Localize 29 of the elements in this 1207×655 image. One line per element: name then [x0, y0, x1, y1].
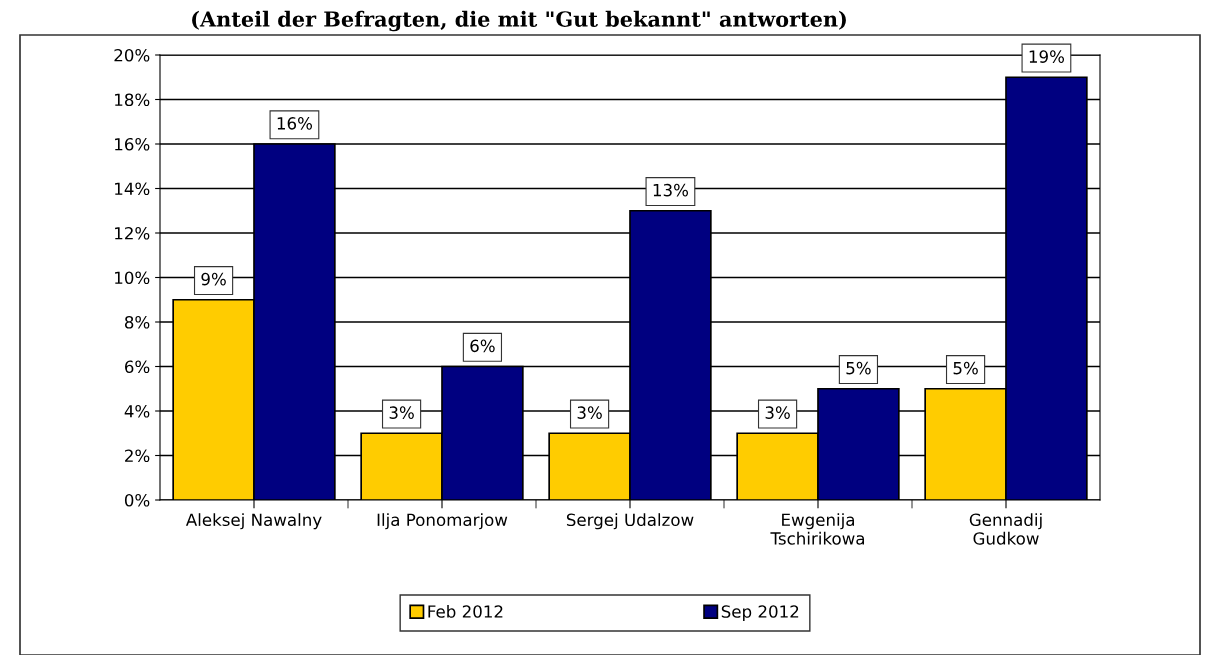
y-tick-label: 12% [115, 226, 150, 240]
y-tick-label: 16% [115, 137, 150, 151]
x-tick-label: Gennadij Gudkow [969, 513, 1042, 545]
chart-title: (Anteil der Befragten, die mit "Gut bekannt" antworten) [192, 10, 846, 32]
y-tick-label: 10% [115, 271, 150, 285]
data-label: 16% [277, 117, 313, 130]
data-label: 5% [846, 361, 871, 375]
data-label: 3% [577, 406, 602, 419]
y-tick-label: 20% [114, 48, 150, 62]
y-tick-label: 4% [124, 404, 150, 418]
x-tick-label: Sergej Udalzow [566, 513, 694, 530]
data-label: 13% [653, 183, 689, 197]
x-tick-label: Ewgenija Tschirikowa [770, 513, 865, 545]
y-tick-label: 18% [115, 93, 150, 107]
legend-label: Feb 2012 [428, 604, 503, 618]
y-tick-label: 14% [115, 182, 150, 196]
data-label: 5% [953, 361, 978, 375]
data-label: 9% [201, 272, 226, 286]
x-tick-label: Ilja Ponomarjow [377, 513, 508, 530]
data-label: 19% [1029, 50, 1065, 63]
y-tick-label: 8% [124, 315, 150, 329]
y-tick-label: 0% [124, 493, 150, 507]
data-label: 3% [389, 406, 414, 419]
data-label: 6% [470, 339, 495, 353]
legend-label: Sep 2012 [721, 605, 799, 622]
data-label: 3% [765, 406, 790, 419]
y-tick-label: 2% [125, 449, 150, 463]
y-tick-label: 6% [125, 360, 150, 374]
x-tick-label: Aleksej Nawalny [185, 513, 322, 530]
